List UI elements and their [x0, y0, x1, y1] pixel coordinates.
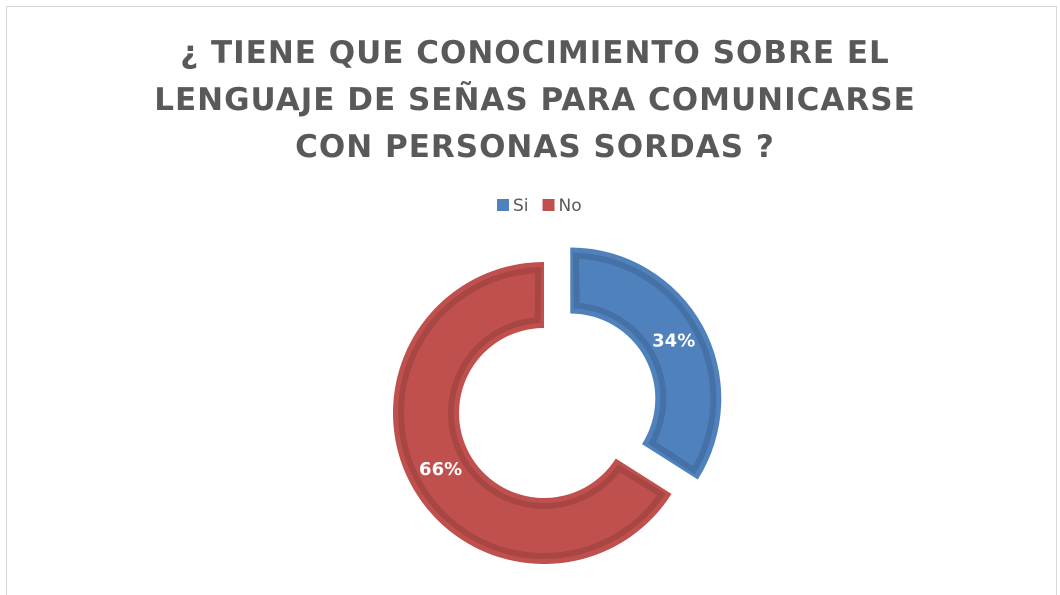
chart-frame: [6, 6, 1057, 595]
data-label: 34%: [652, 331, 695, 352]
legend-label: No: [559, 196, 582, 216]
data-label: 66%: [419, 459, 462, 480]
slice-shade: [572, 252, 717, 475]
legend-label: Si: [513, 196, 529, 216]
slice-shade: [398, 266, 666, 559]
donut-slice: [570, 247, 722, 480]
legend-swatch: [497, 199, 509, 211]
donut-slice: [393, 262, 672, 564]
chart-title: ¿ TIENE QUE CONOCIMIENTO SOBRE EL LENGUA…: [154, 35, 916, 165]
legend-swatch: [542, 199, 555, 211]
